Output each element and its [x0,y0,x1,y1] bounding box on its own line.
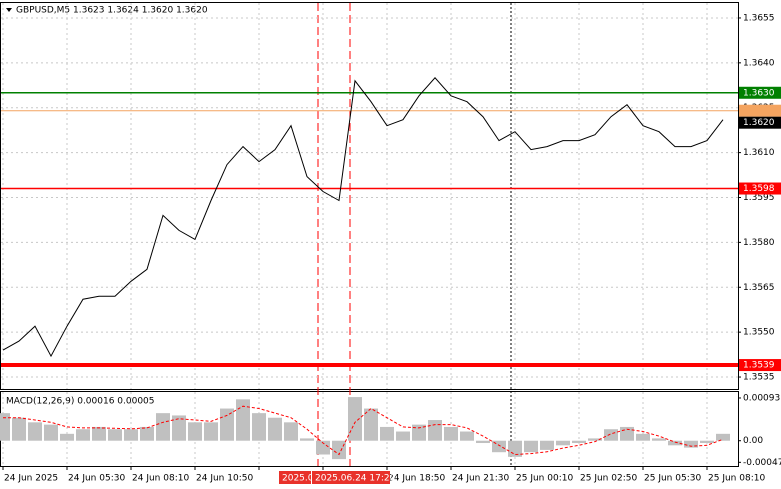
macd-bar [316,440,330,455]
macd-bar [204,422,218,441]
macd-bar [28,422,42,441]
price-title: GBPUSD,M5 1.3623 1.3624 1.3620 1.3620 [16,6,208,16]
y-tick-label: 1.3565 [743,283,775,293]
macd-bar [252,413,266,441]
macd-bar [668,440,682,446]
x-tick-label: 24 Jun 2025 [4,474,58,484]
macd-bar [220,408,234,441]
macd-bar [92,426,106,441]
macd-bar [12,417,26,441]
macd-bar [332,440,346,460]
macd-bar [460,431,474,441]
level-label-box [739,182,781,195]
x-tick-label: 24 Jun 05:30 [68,474,125,484]
crosshair-label-box [279,471,311,484]
y-tick-label: 1.3550 [743,328,775,338]
macd-bar [428,420,442,441]
y-tick-label: 0.00 [743,436,763,446]
macd-bar [700,440,714,444]
y-tick-label: 1.3610 [743,148,775,158]
macd-bar [188,422,202,441]
macd-bar [140,426,154,441]
macd-bar [572,440,586,444]
crosshair-label: 2025.06.24 17:20 [315,474,396,484]
macd-bar [652,438,666,441]
level-label-box [739,359,781,372]
macd-bar [108,429,122,441]
macd-bar [60,433,74,441]
level-label: 1.3620 [743,118,775,128]
crosshair-label: 2025.0 [282,474,314,484]
macd-bar [476,440,490,444]
price-frame [0,2,739,390]
macd-bar [364,408,378,441]
macd-bar [0,413,10,441]
macd-bar [300,438,314,441]
x-tick-label: 25 Jun 05:30 [644,474,701,484]
macd-bar [604,429,618,441]
macd-bar [588,438,602,441]
macd-bar [156,413,170,441]
x-tick-label: 25 Jun 02:50 [580,474,637,484]
x-tick-label: 25 Jun 00:10 [516,474,573,484]
macd-bar [396,431,410,441]
crosshair-label-box [312,471,390,484]
menu-triangle [6,8,12,12]
y-tick-label: 1.3640 [743,58,775,68]
macd-bar [76,429,90,441]
x-tick-label: 24 Jun 18:50 [388,474,445,484]
macd-bar [556,440,570,446]
x-tick-label: 24 Jun 08:10 [132,474,189,484]
macd-bar [524,440,538,453]
y-tick-label: 1.3655 [743,13,775,23]
y-tick-label: 1.3595 [743,193,775,203]
macd-title: MACD(12,26,9) 0.00016 0.00005 [6,397,155,407]
macd-bar [268,417,282,441]
level-label: 1.3630 [743,88,775,98]
macd-bar [540,440,554,450]
macd-bar [412,424,426,441]
y-tick-label: 0.00093 [743,393,780,403]
x-tick-label: 24 Jun 21:30 [452,474,509,484]
y-tick-label: 1.3535 [743,373,775,383]
macd-bar [444,426,458,441]
macd-bar [44,424,58,441]
level-label-box [739,116,781,129]
macd-bar [684,440,698,448]
macd-bar [492,440,506,453]
macd-bar [716,433,730,441]
macd-bar [508,440,522,457]
macd-bar [284,422,298,441]
level-label: 1.3598 [743,184,775,194]
level-label: 1.3539 [743,361,775,371]
macd-bar [124,429,138,441]
signal-line [3,405,724,456]
price-line [2,77,724,358]
macd-bar [236,399,250,441]
macd-bar [172,415,186,441]
x-tick-label: 24 Jun 10:50 [196,474,253,484]
x-tick-label: 25 Jun 08:10 [708,474,765,484]
y-tick-label: 1.3580 [743,238,775,248]
macd-bar [636,433,650,441]
macd-bar [380,426,394,441]
macd-bar [348,397,362,441]
level-label-box [739,104,781,117]
y-tick-label: -0.00047 [743,458,781,468]
level-label-box [739,86,781,99]
